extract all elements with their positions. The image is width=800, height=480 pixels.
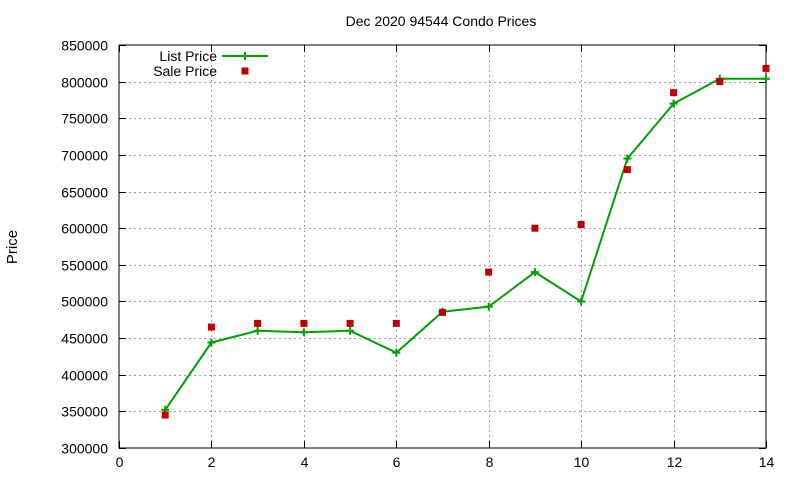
sale-price-point: [392, 319, 400, 327]
list-price-point: [577, 297, 586, 306]
sale-price-point: [716, 78, 724, 86]
y-tick-label: 350000: [61, 404, 108, 420]
legend-marker-list-price: [241, 52, 249, 60]
list-price-point: [253, 326, 262, 335]
y-tick-label: 400000: [61, 368, 108, 384]
series-layer: [161, 64, 770, 419]
y-tick-label: 600000: [61, 221, 108, 237]
sale-price-point: [623, 166, 631, 174]
y-tick-label: 800000: [61, 75, 108, 91]
x-tick-label: 2: [208, 454, 216, 470]
x-tick-label: 0: [116, 454, 124, 470]
x-tick-label: 14: [759, 454, 775, 470]
list-price-point: [392, 348, 401, 357]
legend-label-list-price: List Price: [159, 48, 217, 64]
y-tick-label: 500000: [61, 294, 108, 310]
legend: List Price Sale Price: [153, 48, 268, 79]
sale-price-point: [161, 411, 169, 419]
list-price-point: [762, 74, 770, 83]
y-tick-label: 850000: [61, 38, 108, 54]
y-tick-label: 300000: [61, 441, 108, 457]
list-price-point: [530, 268, 539, 277]
axis-ticks: 300000 350000 400000 450000 500000 550000 6000…: [61, 38, 774, 471]
sale-price-point: [300, 319, 308, 327]
sale-price-point: [254, 319, 262, 327]
sale-price-point: [762, 64, 770, 72]
list-price-point: [299, 328, 308, 337]
sale-price-point: [577, 221, 585, 228]
x-tick-label: 8: [486, 454, 494, 470]
sale-price-point: [439, 308, 446, 316]
plot-frame: [118, 44, 767, 449]
list-price-point: [346, 326, 355, 335]
x-tick-label: 10: [574, 454, 590, 470]
sale-price-point: [207, 323, 215, 331]
y-tick-label: 750000: [61, 111, 108, 127]
sale-price-point: [670, 89, 678, 97]
list-price-point: [484, 302, 493, 311]
chart-title: Dec 2020 94544 Condo Prices: [346, 13, 537, 29]
list-price-line: [164, 77, 766, 411]
y-axis-title: Price: [4, 230, 21, 264]
y-tick-label: 700000: [61, 148, 108, 164]
sale-price-point: [485, 268, 493, 276]
y-tick-label: 450000: [61, 331, 108, 347]
y-tick-label: 550000: [61, 258, 108, 274]
list-price-point: [623, 154, 632, 163]
x-tick-label: 12: [667, 454, 683, 470]
gridlines: [119, 45, 766, 448]
legend-label-sale-price: Sale Price: [153, 63, 217, 79]
legend-marker-sale-price: [241, 67, 249, 75]
y-tick-label: 650000: [61, 185, 108, 201]
x-tick-label: 6: [393, 454, 401, 470]
x-tick-label: 4: [301, 454, 309, 470]
sale-price-point: [346, 319, 354, 327]
list-price-point: [207, 338, 216, 347]
list-price-point: [669, 99, 678, 108]
sale-price-point: [531, 224, 539, 232]
